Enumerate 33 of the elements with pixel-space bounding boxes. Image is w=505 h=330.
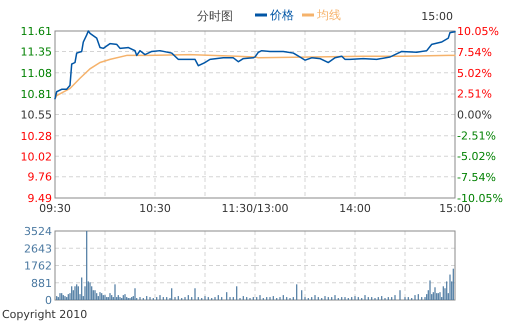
- x-tick-label: 09:30: [39, 202, 71, 215]
- text: -10.05%: [457, 192, 503, 205]
- text: -7.54%: [457, 171, 496, 184]
- y-tick-label: 881: [31, 276, 52, 290]
- text: 15:00: [421, 10, 453, 23]
- text: 5.02%: [457, 66, 492, 80]
- y-tick-label: 11.61: [20, 25, 52, 38]
- y-tick-label: 11.35: [20, 45, 52, 58]
- legend-label: 均线: [316, 8, 341, 22]
- y-tick-label: 2643: [24, 242, 52, 256]
- y-tick-label: 10.55: [20, 108, 52, 122]
- y-tick-label: 10.02: [20, 150, 52, 164]
- x-tick-label: 11:30/13:00: [221, 202, 289, 215]
- y-tick-label: 1762: [24, 260, 52, 272]
- x-tick-label: 15:00: [439, 202, 471, 215]
- y-tick-label: 3524: [24, 225, 52, 238]
- y-tick-label: 10.28: [20, 130, 52, 143]
- x-tick-label: 14:00: [339, 202, 371, 215]
- legend-label: 价格: [269, 8, 294, 22]
- y-tick-label: 0: [45, 294, 52, 307]
- y-tick-label: 10.81: [20, 88, 52, 102]
- text: -5.02%: [457, 150, 496, 164]
- y-tick-label: 9.76: [28, 170, 52, 184]
- y-tick-label: 11.08: [20, 66, 52, 80]
- text: Copyright 2010: [2, 308, 88, 321]
- chart-title: 分时图: [197, 9, 233, 23]
- text: 7.54%: [457, 46, 492, 59]
- text: -2.51%: [457, 129, 496, 142]
- y-tick-label: 9.49: [28, 192, 52, 205]
- text: 2.51%: [457, 88, 492, 101]
- text: 10.05%: [457, 25, 499, 38]
- text: 0.00%: [457, 108, 492, 122]
- x-tick-label: 10:30: [139, 202, 171, 215]
